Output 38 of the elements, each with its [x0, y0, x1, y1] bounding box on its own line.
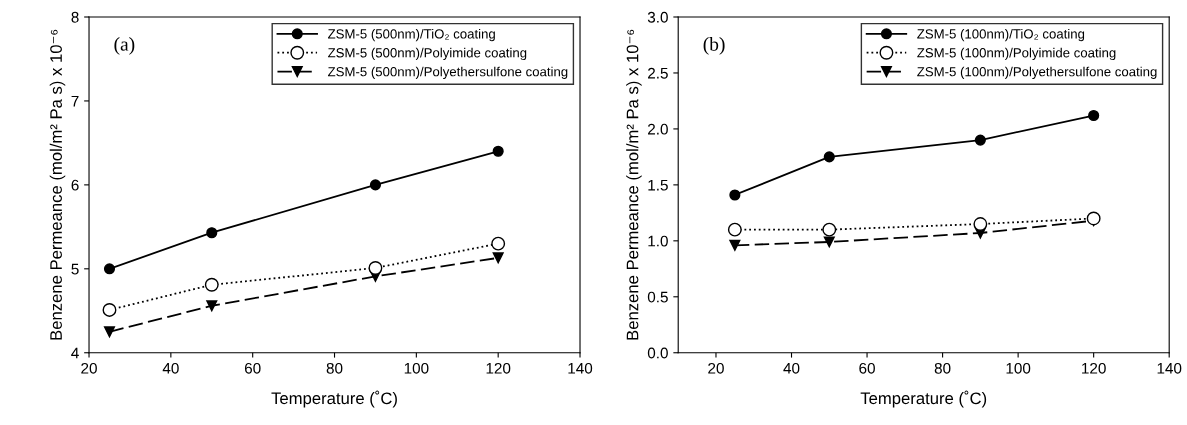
y-tick-label: 7: [71, 95, 79, 107]
x-tick-label: 40: [162, 362, 179, 374]
y-tick-label: 1.0: [648, 235, 668, 247]
y-tick-label: 0.0: [647, 347, 668, 359]
x-tick-label: 140: [568, 362, 593, 374]
x-tick-label: 60: [859, 362, 875, 374]
x-tick-label: 120: [1082, 362, 1106, 374]
y-tick-label: 2.0: [648, 123, 668, 135]
x-tick-label: 80: [326, 362, 343, 374]
annotation: (b): [703, 37, 725, 55]
y-axis-title: Benzene Permeance (mol/m² Pa s) x 10⁻⁶: [626, 29, 642, 340]
y-tick-label: 3.0: [647, 11, 668, 23]
x-tick-label: 100: [404, 362, 429, 374]
legend-label: ZSM-5 (100nm)/TiO₂ coating: [917, 28, 1085, 42]
x-tick-label: 20: [81, 362, 97, 374]
x-axis-title: Temperature (˚C): [860, 390, 987, 408]
legend-label: ZSM-5 (100nm)/Polyethersulfone coating: [917, 66, 1157, 79]
legend-label: ZSM-5 (500nm)/Polyethersulfone coating: [328, 66, 568, 79]
annotation: (a): [114, 37, 135, 55]
x-tick-label: 20: [708, 362, 724, 374]
y-tick-label: 6: [71, 179, 79, 191]
y-axis-title: Benzene Permeance (mol/m² Pa s) x 10⁻⁶: [49, 29, 66, 340]
x-tick-label: 120: [486, 362, 511, 374]
legend-label: ZSM-5 (500nm)/TiO₂ coating: [328, 28, 495, 42]
y-tick-label: 8: [71, 11, 79, 23]
x-tick-label: 100: [1006, 362, 1031, 374]
x-tick-label: 40: [783, 362, 800, 374]
y-tick-label: 4: [71, 347, 79, 359]
y-tick-label: 0.5: [647, 291, 668, 303]
legend-label: ZSM-5 (100nm)/Polyimide coating: [917, 47, 1116, 61]
legend-label: ZSM-5 (500nm)/Polyimide coating: [328, 47, 527, 61]
y-tick-label: 5: [71, 263, 79, 275]
x-tick-label: 140: [1157, 362, 1182, 374]
x-tick-label: 80: [934, 362, 951, 374]
x-tick-label: 60: [244, 362, 261, 374]
x-axis-title: Temperature (˚C): [271, 390, 397, 408]
y-tick-label: 2.5: [648, 67, 668, 79]
y-tick-label: 1.5: [648, 179, 668, 191]
